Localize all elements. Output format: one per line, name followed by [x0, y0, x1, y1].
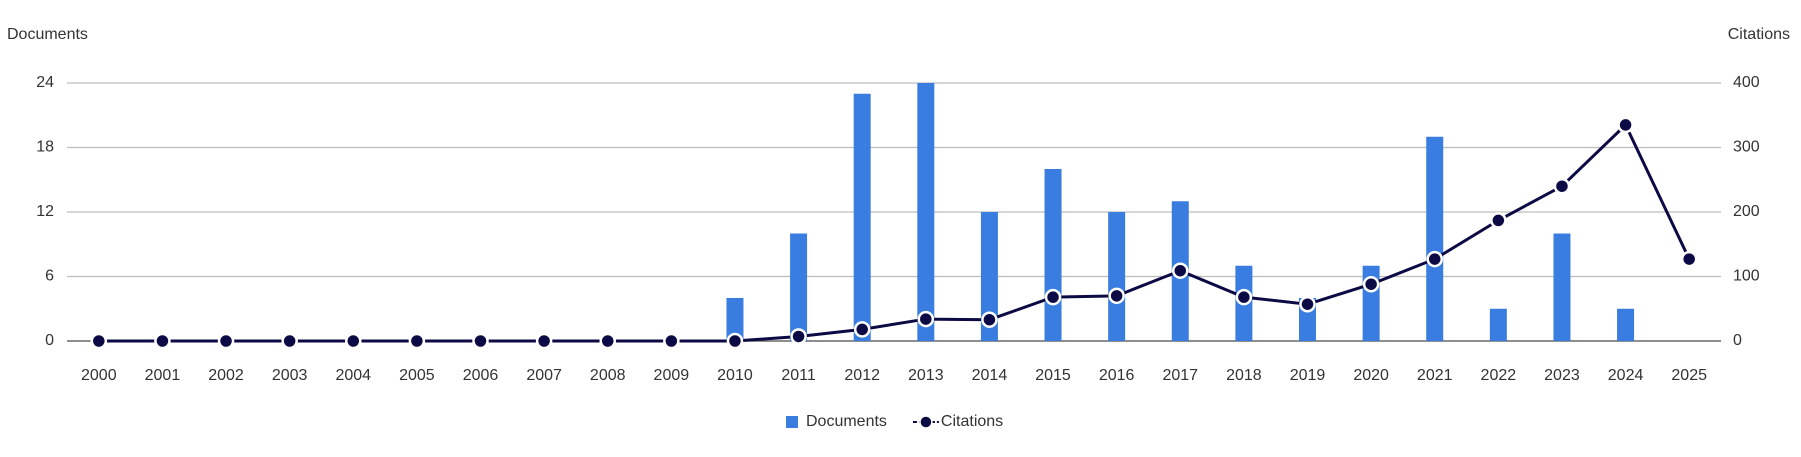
line-point — [599, 332, 616, 350]
line-point — [726, 332, 744, 350]
bar — [980, 212, 998, 341]
line-point — [917, 310, 935, 328]
x-tick-label: 2009 — [654, 367, 690, 384]
legend-label: Citations — [941, 413, 1003, 430]
x-tick-label: 2021 — [1417, 367, 1453, 384]
line-point — [1044, 288, 1062, 306]
line-point — [663, 332, 680, 350]
x-tick-label: 2010 — [717, 367, 753, 384]
x-tick-label: 2016 — [1099, 367, 1135, 384]
y-tick-label: 6 — [45, 268, 54, 285]
legend-swatch — [919, 415, 933, 429]
x-tick-label: 2006 — [463, 367, 499, 384]
line-point — [1108, 287, 1125, 305]
x-tick-label: 2015 — [1035, 367, 1071, 384]
y-tick-label: 24 — [36, 74, 54, 91]
x-tick-label: 2007 — [526, 367, 562, 384]
bar — [790, 233, 808, 341]
line-point — [790, 328, 807, 345]
line-point — [345, 332, 362, 350]
x-tick-label: 2011 — [781, 367, 816, 384]
x-tick-label: 2014 — [972, 367, 1008, 384]
line-point — [1490, 212, 1507, 229]
legend-label: Documents — [806, 413, 887, 430]
line-point — [1362, 275, 1380, 293]
bar — [1108, 212, 1126, 341]
x-tick-label: 2019 — [1290, 367, 1326, 384]
x-tick-label: 2018 — [1226, 367, 1262, 384]
y2-tick-label: 0 — [1733, 332, 1742, 349]
line-point — [1680, 250, 1698, 268]
x-tick-label: 2005 — [399, 367, 435, 384]
y-tick-label: 0 — [45, 332, 54, 349]
line-point — [1299, 295, 1316, 313]
x-tick-label: 2004 — [335, 367, 371, 384]
line-point — [535, 332, 553, 350]
line-point — [281, 332, 298, 350]
legend-swatch — [786, 416, 798, 428]
bar — [726, 298, 744, 341]
x-tick-label: 2002 — [208, 367, 244, 384]
x-tick-label: 2013 — [908, 367, 944, 384]
bar — [1426, 136, 1444, 341]
bar — [853, 93, 871, 341]
x-tick-label: 2025 — [1671, 367, 1707, 384]
x-tick-label: 2001 — [145, 367, 181, 384]
bar — [1489, 308, 1507, 341]
line-point — [1617, 116, 1634, 134]
line — [98, 122, 1691, 343]
y-axis-title: Documents — [7, 26, 88, 43]
y2-tick-label: 400 — [1733, 74, 1760, 91]
x-tick-label: 2017 — [1162, 367, 1198, 384]
x-tick-label: 2022 — [1481, 367, 1517, 384]
x-tick-label: 2012 — [844, 367, 880, 384]
x-tick-label: 2008 — [590, 367, 626, 384]
line-point — [472, 332, 489, 350]
y-tick-label: 12 — [36, 203, 54, 220]
y2-tick-label: 300 — [1733, 139, 1760, 156]
y2-tick-label: 200 — [1733, 203, 1760, 220]
x-tick-label: 2023 — [1544, 367, 1580, 384]
line-point — [853, 321, 871, 338]
line-point — [1235, 288, 1253, 306]
bar — [1044, 169, 1062, 341]
x-tick-label: 2020 — [1353, 367, 1389, 384]
line-point — [1426, 250, 1443, 268]
x-tick-label: 2000 — [81, 367, 117, 384]
y2-axis-title: Citations — [1728, 26, 1790, 43]
line-point — [217, 332, 235, 350]
bar — [917, 83, 935, 341]
y-tick-label: 18 — [36, 139, 54, 156]
y2-tick-label: 100 — [1733, 268, 1760, 285]
bar — [1553, 233, 1571, 341]
bar — [1617, 308, 1635, 341]
line-point — [408, 332, 426, 350]
line-point — [154, 332, 171, 350]
x-tick-label: 2024 — [1608, 367, 1644, 384]
line-point — [981, 311, 998, 328]
line-point — [1172, 262, 1189, 279]
line-point — [90, 332, 108, 350]
line-point — [1553, 177, 1571, 195]
x-tick-label: 2003 — [272, 367, 308, 384]
